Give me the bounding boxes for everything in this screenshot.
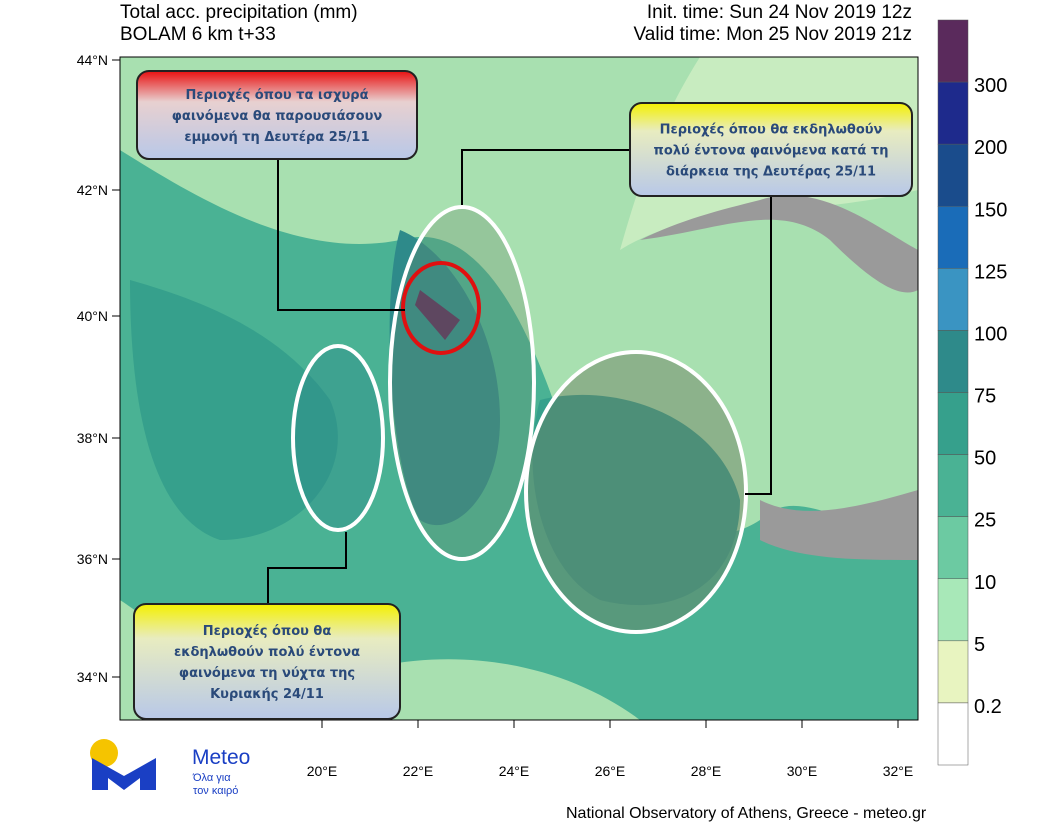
- lon-label: 32°E: [883, 763, 914, 779]
- lon-label: 26°E: [595, 763, 626, 779]
- lat-label: 44°N: [77, 52, 108, 68]
- colorbar-label: 50: [974, 448, 996, 470]
- colorbar-label: 100: [974, 323, 1007, 345]
- callout-text: Περιοχές όπου θα: [203, 624, 332, 639]
- colorbar-label: 0.2: [974, 696, 1002, 718]
- colorbar-segment: [937, 578, 969, 642]
- lat-label: 36°N: [77, 551, 108, 567]
- callout-box: [629, 102, 913, 197]
- logo-tagline: τον καιρό: [193, 785, 238, 797]
- colorbar-label: 300: [974, 75, 1007, 97]
- callouts: Περιοχές όπου τα ισχυρά φαινόμενα θα παρο…: [133, 70, 913, 720]
- logo-tagline: Όλα για: [192, 772, 231, 784]
- colorbar-segment: [937, 330, 969, 393]
- lat-label: 40°N: [77, 308, 108, 324]
- callout-text: φαινόμενα τη νύχτα της: [179, 666, 355, 681]
- lat-label: 42°N: [77, 182, 108, 198]
- colorbar-segment: [937, 81, 969, 145]
- colorbar-segment: [937, 516, 969, 580]
- callout-text: πολύ έντονα φαινόμενα κατά τη: [654, 144, 889, 159]
- colorbar-segment: [937, 392, 969, 455]
- subtitle: BOLAM 6 km t+33: [120, 24, 276, 45]
- connectors: [267, 149, 772, 605]
- callout-text: εκδηλωθούν πολύ έντονα: [174, 645, 360, 660]
- colorbar-label: 125: [974, 261, 1007, 283]
- axes: 44°N 42°N 40°N 38°N 36°N 34°N 20°E 22°E 24°E 26°E…: [77, 52, 914, 779]
- lat-label: 38°N: [77, 430, 108, 446]
- colorbar-segment: [937, 268, 969, 331]
- colorbar-segment: [937, 19, 969, 83]
- callout-text: διάρκεια της Δευτέρας 25/11: [666, 165, 876, 180]
- lon-label: 24°E: [499, 763, 530, 779]
- colorbar-label: 10: [974, 572, 996, 594]
- colorbar-label: 5: [974, 634, 985, 656]
- callout-box: [133, 603, 401, 720]
- lon-label: 22°E: [403, 763, 434, 779]
- logo: Meteo Όλα για τον καιρό: [90, 739, 250, 797]
- callout-text: εμμονή τη Δευτέρα 25/11: [184, 130, 369, 145]
- colorbar-segment: [937, 454, 969, 517]
- colorbar-label: 25: [974, 510, 996, 532]
- title: Total acc. precipitation (mm): [120, 2, 358, 23]
- colorbar-label: 75: [974, 386, 996, 408]
- lon-label: 20°E: [307, 763, 338, 779]
- callout-box: [136, 70, 418, 160]
- colorbar-segment: [937, 206, 969, 269]
- colorbar-segment: [937, 702, 969, 766]
- valid-time: Valid time: Mon 25 Nov 2019 21z: [634, 24, 912, 45]
- lat-label: 34°N: [77, 669, 108, 685]
- callout-text: φαινόμενα θα παρουσιάσουν: [172, 109, 383, 124]
- init-time: Init. time: Sun 24 Nov 2019 12z: [647, 2, 912, 23]
- lon-label: 30°E: [787, 763, 818, 779]
- lon-label: 28°E: [691, 763, 722, 779]
- colorbar-label: 200: [974, 137, 1007, 159]
- colorbar-segment: [937, 143, 969, 207]
- colorbar-label: 150: [974, 199, 1007, 221]
- footer: National Observatory of Athens, Greece -…: [566, 805, 927, 822]
- colorbar-segment: [937, 640, 969, 704]
- colorbar: 300 200 150 125 100 75 50 25 10 5 0.2: [937, 19, 1007, 766]
- callout-text: Περιοχές όπου θα εκδηλωθούν: [660, 123, 883, 138]
- callout-text: Κυριακής 24/11: [210, 687, 324, 702]
- callout-text: Περιοχές όπου τα ισχυρά: [185, 88, 368, 103]
- logo-name: Meteo: [192, 746, 250, 769]
